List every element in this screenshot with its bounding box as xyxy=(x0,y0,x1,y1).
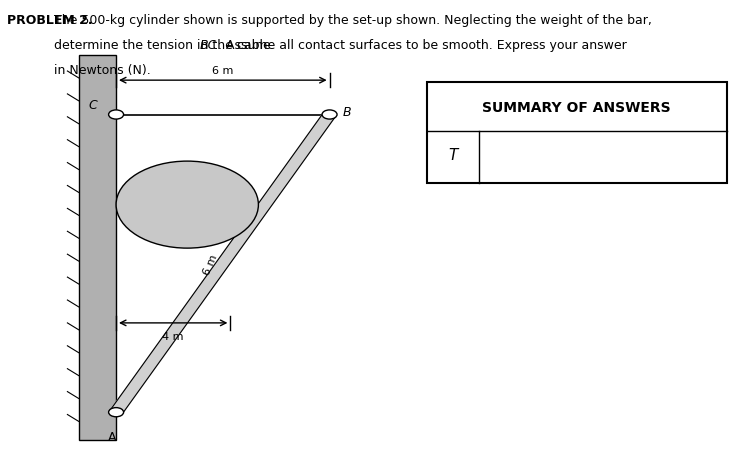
Circle shape xyxy=(322,110,337,119)
Text: A: A xyxy=(108,431,117,443)
Text: C: C xyxy=(88,99,97,112)
Text: B: B xyxy=(343,106,352,119)
Circle shape xyxy=(109,110,124,119)
Text: SUMMARY OF ANSWERS: SUMMARY OF ANSWERS xyxy=(482,101,671,114)
Text: BC: BC xyxy=(200,39,217,52)
Circle shape xyxy=(116,161,258,248)
Text: T: T xyxy=(449,148,458,163)
Text: The 500-kg cylinder shown is supported by the set-up shown. Neglecting the weigh: The 500-kg cylinder shown is supported b… xyxy=(54,14,652,27)
Text: 6 m: 6 m xyxy=(201,253,219,277)
Polygon shape xyxy=(110,113,336,414)
Text: 4 m: 4 m xyxy=(163,332,184,342)
Circle shape xyxy=(109,408,124,417)
FancyBboxPatch shape xyxy=(427,82,727,183)
Text: PROBLEM 2.: PROBLEM 2. xyxy=(7,14,93,27)
Text: determine the tension in the cable: determine the tension in the cable xyxy=(54,39,275,52)
FancyBboxPatch shape xyxy=(79,55,116,440)
Text: . Assume all contact surfaces to be smooth. Express your answer: . Assume all contact surfaces to be smoo… xyxy=(218,39,627,52)
Text: in Newtons (N).: in Newtons (N). xyxy=(54,64,151,77)
Text: 6 m: 6 m xyxy=(212,65,234,76)
